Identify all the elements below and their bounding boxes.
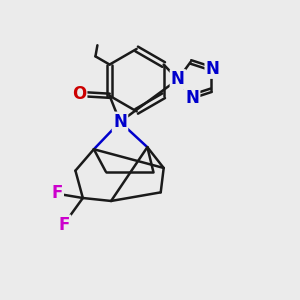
Text: F: F	[51, 184, 63, 202]
Text: N: N	[206, 60, 220, 78]
Text: F: F	[59, 216, 70, 234]
Text: O: O	[72, 85, 86, 103]
Text: N: N	[185, 89, 199, 107]
Text: N: N	[171, 70, 185, 88]
Text: N: N	[113, 113, 127, 131]
